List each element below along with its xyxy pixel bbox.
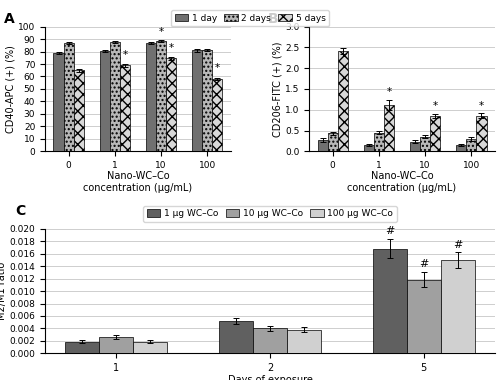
Text: *: * (158, 27, 164, 37)
Bar (476, 116, 486, 151)
Bar (212, 79, 222, 151)
Text: *: * (432, 101, 438, 111)
Text: #: # (386, 226, 394, 236)
Text: B: B (268, 12, 279, 25)
Bar (287, 330, 321, 353)
Bar (338, 51, 348, 151)
X-axis label: Nano-WC–Co
concentration (μg/mL): Nano-WC–Co concentration (μg/mL) (84, 171, 192, 193)
Text: *: * (215, 63, 220, 73)
Bar (373, 249, 407, 353)
Bar (100, 337, 133, 353)
Bar (318, 140, 328, 151)
X-axis label: Nano-WC–Co
concentration (μg/mL): Nano-WC–Co concentration (μg/mL) (348, 171, 457, 193)
Bar (364, 145, 374, 151)
Bar (374, 133, 384, 151)
Y-axis label: M2/M1 ratio: M2/M1 ratio (0, 262, 6, 320)
Bar (456, 145, 466, 151)
Bar (66, 342, 100, 353)
Y-axis label: CD40-APC (+) (%): CD40-APC (+) (%) (5, 45, 15, 133)
Bar (156, 41, 166, 151)
Y-axis label: CD206-FITC (+) (%): CD206-FITC (+) (%) (272, 41, 282, 137)
Bar (192, 50, 202, 151)
Bar (328, 133, 338, 151)
Text: #: # (453, 240, 462, 250)
Legend: 1 day, 2 days, 5 days: 1 day, 2 days, 5 days (171, 10, 329, 27)
Bar (420, 137, 430, 151)
Bar (120, 65, 130, 151)
Bar (384, 105, 394, 151)
Bar (407, 280, 440, 353)
Bar (466, 139, 476, 151)
Bar (202, 50, 212, 151)
Bar (219, 321, 253, 353)
Bar (133, 342, 167, 353)
Text: *: * (168, 43, 174, 54)
Text: *: * (386, 87, 392, 97)
Bar (253, 328, 287, 353)
Bar (100, 51, 110, 151)
Bar (430, 116, 440, 151)
Text: *: * (479, 101, 484, 111)
Bar (410, 142, 420, 151)
Text: C: C (16, 204, 26, 218)
Bar (74, 70, 84, 151)
Text: *: * (122, 50, 128, 60)
Bar (440, 260, 474, 353)
Bar (64, 43, 74, 151)
Text: A: A (4, 12, 15, 25)
Bar (110, 41, 120, 151)
Bar (166, 59, 176, 151)
Bar (146, 43, 156, 151)
Bar (54, 53, 64, 151)
X-axis label: Days of exposure: Days of exposure (228, 375, 312, 380)
Text: #: # (419, 259, 428, 269)
Legend: 1 μg WC–Co, 10 μg WC–Co, 100 μg WC–Co: 1 μg WC–Co, 10 μg WC–Co, 100 μg WC–Co (144, 206, 397, 222)
